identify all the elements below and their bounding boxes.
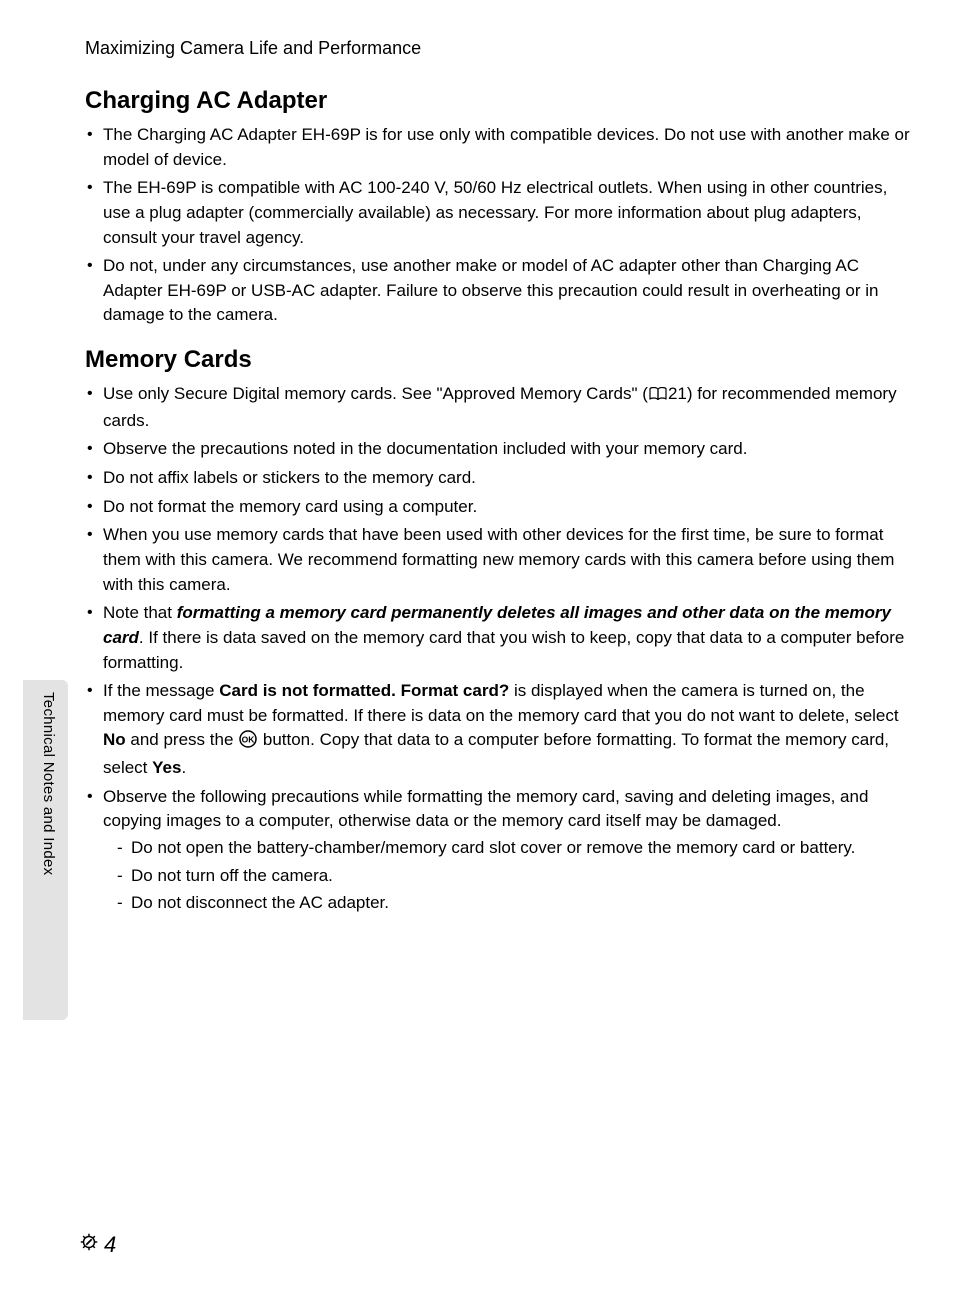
- page-footer: 4: [78, 1231, 116, 1258]
- list-item: If the message Card is not formatted. Fo…: [85, 679, 914, 781]
- text-run: and press the: [126, 730, 238, 749]
- text-run: Yes: [152, 758, 181, 777]
- text-run: . If there is data saved on the memory c…: [103, 628, 904, 672]
- text-run: .: [181, 758, 186, 777]
- list-item: Do not affix labels or stickers to the m…: [85, 466, 914, 491]
- list-item: Do not, under any circumstances, use ano…: [85, 254, 914, 328]
- svg-text:OK: OK: [242, 735, 256, 745]
- list-item: Do not open the battery-chamber/memory c…: [117, 836, 914, 861]
- list-item: Do not turn off the camera.: [117, 864, 914, 889]
- list-item: Use only Secure Digital memory cards. Se…: [85, 382, 914, 433]
- section-heading: Charging AC Adapter: [85, 87, 914, 115]
- settings-icon: [78, 1231, 100, 1258]
- list-item: The Charging AC Adapter EH-69P is for us…: [85, 123, 914, 172]
- sub-list: Do not open the battery-chamber/memory c…: [103, 836, 914, 916]
- list-item: Observe the following precautions while …: [85, 785, 914, 916]
- text-run: Card is not formatted. Format card?: [219, 681, 509, 700]
- list-item: Do not format the memory card using a co…: [85, 495, 914, 520]
- list-item: The EH-69P is compatible with AC 100-240…: [85, 176, 914, 250]
- text-run: Use only Secure Digital memory cards. Se…: [103, 384, 648, 403]
- bullet-list: The Charging AC Adapter EH-69P is for us…: [85, 123, 914, 328]
- running-head: Maximizing Camera Life and Performance: [85, 38, 914, 59]
- text-run: Note that: [103, 603, 177, 622]
- text-run: No: [103, 730, 126, 749]
- page-number: 4: [104, 1232, 116, 1258]
- ok-button-icon: OK: [239, 730, 257, 756]
- manual-ref-icon: [649, 384, 667, 409]
- text-run: If the message: [103, 681, 219, 700]
- list-item: Do not disconnect the AC adapter.: [117, 891, 914, 916]
- bullet-list: Use only Secure Digital memory cards. Se…: [85, 382, 914, 916]
- list-item: Note that formatting a memory card perma…: [85, 601, 914, 675]
- list-item: Observe the precautions noted in the doc…: [85, 437, 914, 462]
- section-heading: Memory Cards: [85, 346, 914, 374]
- list-item: When you use memory cards that have been…: [85, 523, 914, 597]
